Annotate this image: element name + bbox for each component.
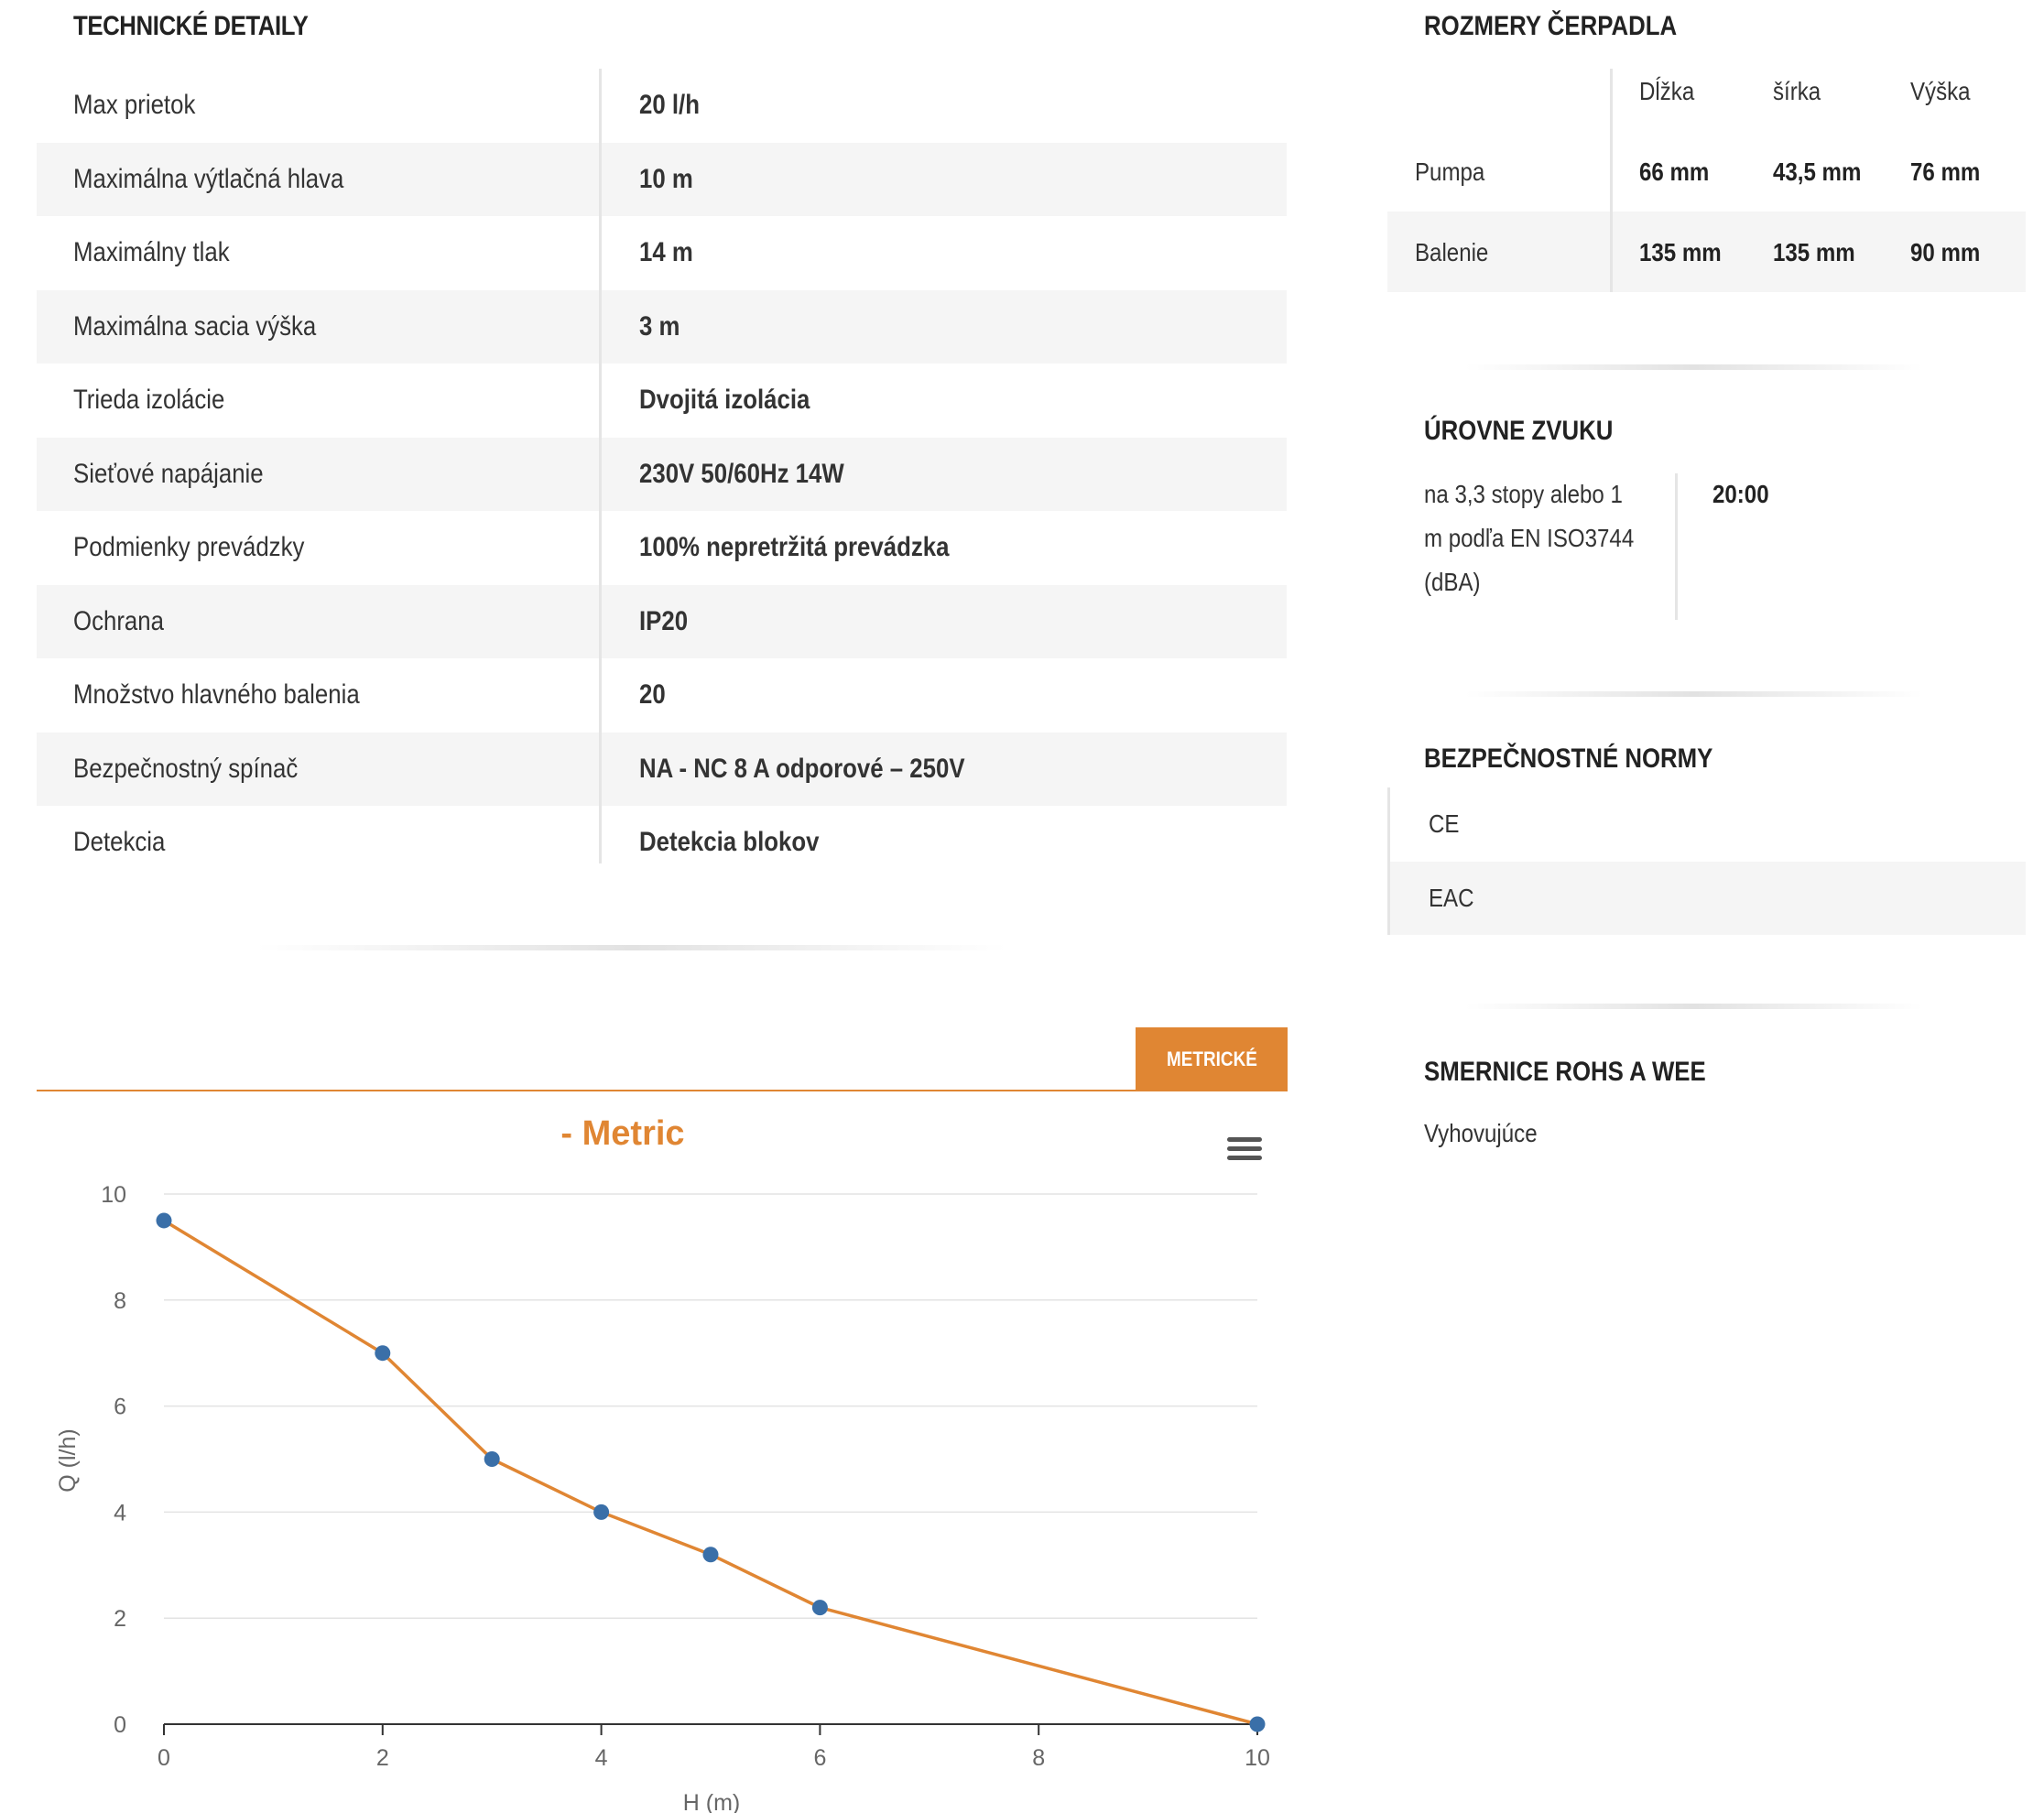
- spec-row-max-flow: Max prietok 20 l/h: [37, 69, 1287, 143]
- pump-curve-chart: - Metric 0 2 4 6 8 10 0 2 4 6 8 10 H (m) Q (l/h): [55, 1114, 1270, 1813]
- technical-details-title: TECHNICKÉ DETAILY: [73, 11, 309, 41]
- technical-details-table: Max prietok 20 l/h Maximálna výtlačná hl…: [37, 69, 1287, 880]
- spec-row-max-pressure: Maximálny tlak 14 m: [37, 216, 1287, 290]
- spec-value: 230V 50/60Hz 14W: [639, 458, 844, 489]
- chart-series: [156, 1212, 1266, 1732]
- dimensions-title: ROZMERY ČERPADLA: [1424, 11, 1678, 41]
- y-tick-label: 0: [114, 1712, 126, 1738]
- y-tick-label: 10: [101, 1182, 126, 1208]
- spec-label: Max prietok: [73, 90, 196, 120]
- dimensions-row-balenie-bg: [1387, 212, 2026, 292]
- data-point: [593, 1504, 610, 1520]
- tab-metric[interactable]: METRICKÉ: [1136, 1027, 1288, 1091]
- chart-axes: 0 2 4 6 8 10 0 2 4 6 8 10: [101, 1182, 1270, 1771]
- section-separator: [1465, 691, 1923, 697]
- spec-row-operating-conditions: Podmienky prevádzky 100% nepretržitá pre…: [37, 511, 1287, 585]
- data-point: [375, 1345, 391, 1362]
- spec-row-safety-switch: Bezpečnostný spínač NA - NC 8 A odporové…: [37, 732, 1287, 806]
- spec-row-protection: Ochrana IP20: [37, 584, 1287, 658]
- hamburger-menu-icon[interactable]: [1227, 1137, 1262, 1168]
- x-tick-label: 8: [1032, 1745, 1045, 1771]
- x-axis-label: H (m): [683, 1790, 740, 1813]
- noise-label-line: na 3,3 stopy alebo 1: [1424, 480, 1623, 508]
- y-tick-label: 8: [114, 1288, 126, 1314]
- section-separator: [1465, 364, 1923, 370]
- spec-row-insulation-class: Trieda izolácie Dvojitá izolácia: [37, 364, 1287, 438]
- spec-value: Dvojitá izolácia: [639, 385, 810, 415]
- dimensions-divider: [1610, 69, 1613, 292]
- x-tick-label: 0: [158, 1745, 170, 1771]
- spec-label: Podmienky prevádzky: [73, 532, 305, 562]
- spec-value: IP20: [639, 605, 689, 636]
- rohs-text: Vyhovujúce: [1424, 1119, 1538, 1147]
- spec-value: Detekcia blokov: [639, 827, 820, 857]
- spec-row-suction-height: Maximálna sacia výška 3 m: [37, 289, 1287, 364]
- data-point: [1249, 1716, 1266, 1732]
- spec-row-max-head: Maximálna výtlačná hlava 10 m: [37, 142, 1287, 216]
- spec-value: NA - NC 8 A odporové – 250V: [639, 753, 965, 784]
- spec-value: 10 m: [639, 163, 693, 194]
- norm-label: EAC: [1429, 883, 1474, 912]
- data-point: [484, 1451, 500, 1467]
- series-line: [163, 1219, 1258, 1726]
- spec-label: Bezpečnostný spínač: [73, 753, 299, 784]
- spec-label: Trieda izolácie: [73, 385, 225, 415]
- safety-norms-title: BEZPEČNOSTNÉ NORMY: [1424, 744, 1713, 774]
- spec-row-package-quantity: Množstvo hlavného balenia 20: [37, 658, 1287, 733]
- section-separator: [256, 945, 1007, 950]
- spec-value: 100% nepretržitá prevádzka: [639, 532, 950, 562]
- y-tick-label: 6: [114, 1395, 126, 1420]
- spec-value: 14 m: [639, 237, 693, 267]
- noise-value: 20:00: [1712, 480, 1769, 508]
- spec-value: 3 m: [639, 310, 680, 342]
- x-tick-label: 2: [376, 1745, 389, 1771]
- dim-row-label: Pumpa: [1415, 157, 1485, 186]
- norm-item-eac: EAC: [1387, 861, 2026, 935]
- safety-norms-list: CE EAC: [1387, 787, 2026, 935]
- spec-label: Maximálna výtlačná hlava: [73, 163, 344, 194]
- x-tick-label: 4: [595, 1745, 608, 1771]
- section-separator: [1465, 1004, 1923, 1009]
- data-point: [811, 1600, 828, 1616]
- x-tick-label: 10: [1245, 1745, 1270, 1771]
- y-axis-label: Q (l/h): [55, 1428, 81, 1492]
- norm-label: CE: [1429, 809, 1460, 838]
- dim-col-height: Výška: [1910, 77, 1971, 105]
- dim-value: 135 mm: [1773, 238, 1855, 266]
- spec-label: Detekcia: [73, 827, 166, 857]
- spec-value: 20: [639, 679, 666, 710]
- column-divider: [599, 69, 602, 863]
- dim-col-length: Dĺžka: [1639, 77, 1695, 105]
- y-tick-label: 4: [114, 1500, 126, 1525]
- spec-row-power-supply: Sieťové napájanie 230V 50/60Hz 14W: [37, 437, 1287, 511]
- noise-label-line: m podľa EN ISO3744: [1424, 524, 1635, 552]
- chart-tab-bar: [37, 1090, 1288, 1091]
- dim-value: 43,5 mm: [1773, 157, 1862, 186]
- dim-value: 76 mm: [1910, 157, 1981, 186]
- dim-value: 135 mm: [1639, 238, 1722, 266]
- noise-title: ÚROVNE ZVUKU: [1424, 416, 1614, 446]
- spec-label: Sieťové napájanie: [73, 458, 264, 489]
- rohs-title: SMERNICE ROHS A WEE: [1424, 1057, 1706, 1087]
- spec-row-detection: Detekcia Detekcia blokov: [37, 806, 1287, 880]
- spec-value: 20 l/h: [639, 90, 700, 120]
- spec-label: Ochrana: [73, 605, 164, 636]
- chart-title: - Metric: [560, 1114, 684, 1153]
- data-point: [702, 1547, 719, 1563]
- y-tick-label: 2: [114, 1606, 126, 1632]
- dim-col-width: šírka: [1773, 77, 1821, 105]
- dim-value: 66 mm: [1639, 157, 1710, 186]
- spec-label: Množstvo hlavného balenia: [73, 679, 360, 710]
- noise-divider: [1675, 473, 1678, 620]
- chart-grid: [164, 1193, 1257, 1619]
- x-tick-label: 6: [813, 1745, 826, 1771]
- data-point: [156, 1212, 172, 1229]
- noise-label-line: (dBA): [1424, 568, 1481, 596]
- spec-label: Maximálny tlak: [73, 237, 230, 267]
- norm-item-ce: CE: [1387, 787, 2026, 862]
- spec-label: Maximálna sacia výška: [73, 310, 317, 342]
- tab-metric-label: METRICKÉ: [1166, 1048, 1257, 1070]
- dim-value: 90 mm: [1910, 238, 1981, 266]
- dim-row-label: Balenie: [1415, 238, 1489, 266]
